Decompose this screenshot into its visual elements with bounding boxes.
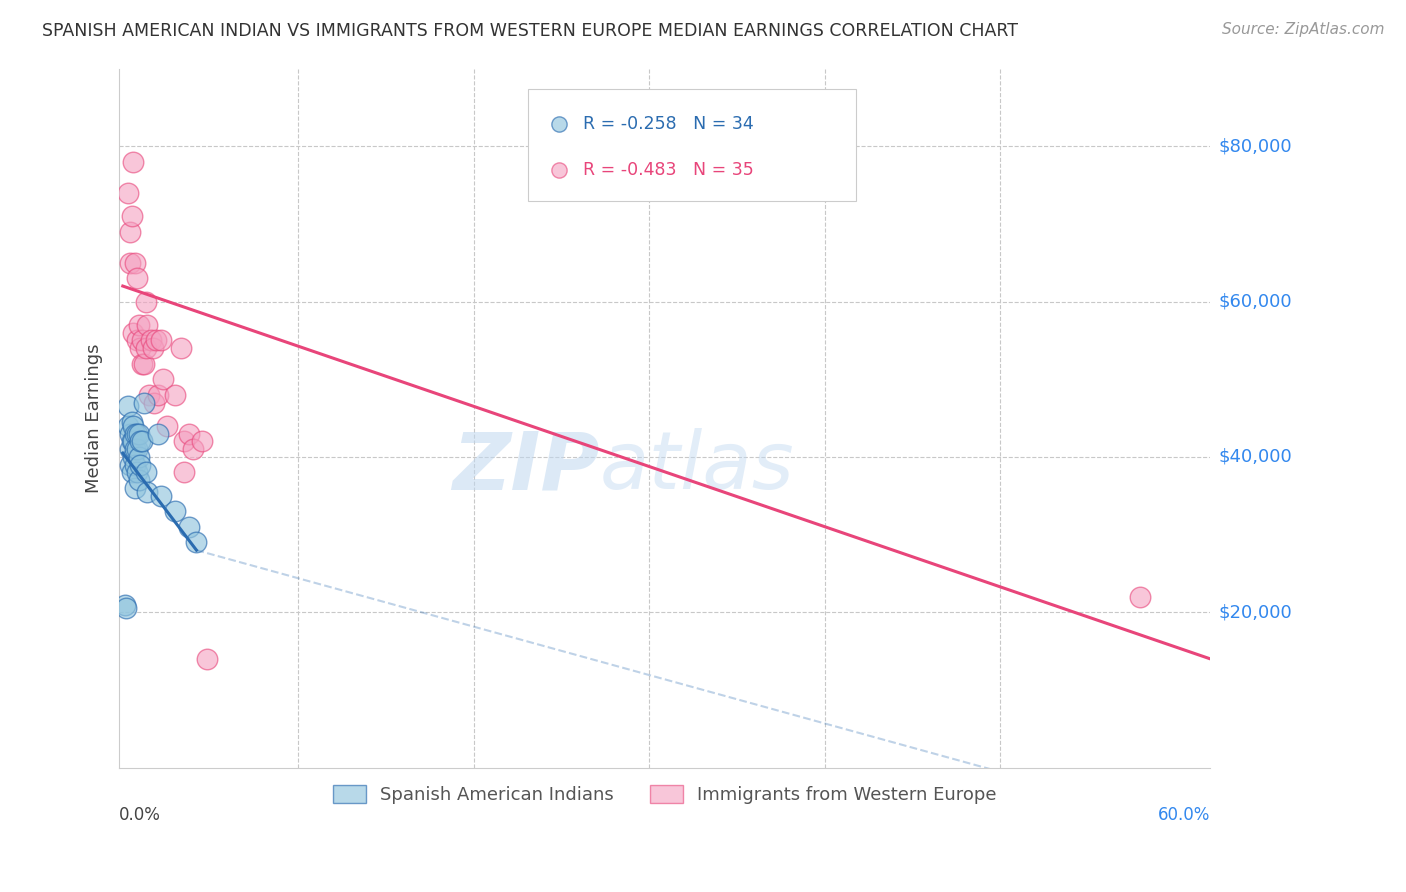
Point bbox=[152, 372, 174, 386]
Point bbox=[118, 442, 141, 457]
Point bbox=[135, 294, 157, 309]
Point bbox=[122, 326, 145, 340]
Point bbox=[125, 466, 148, 480]
Text: R = -0.483   N = 35: R = -0.483 N = 35 bbox=[583, 161, 754, 179]
Point bbox=[129, 341, 152, 355]
Point bbox=[156, 418, 179, 433]
Point bbox=[135, 341, 157, 355]
Point bbox=[131, 357, 153, 371]
Point bbox=[181, 442, 204, 457]
Point bbox=[150, 334, 173, 348]
Text: $80,000: $80,000 bbox=[1219, 137, 1292, 155]
Text: SPANISH AMERICAN INDIAN VS IMMIGRANTS FROM WESTERN EUROPE MEDIAN EARNINGS CORREL: SPANISH AMERICAN INDIAN VS IMMIGRANTS FR… bbox=[42, 22, 1018, 40]
Point bbox=[173, 466, 195, 480]
Point bbox=[142, 341, 165, 355]
Point bbox=[132, 395, 155, 409]
Text: ZIP: ZIP bbox=[453, 428, 599, 506]
Point bbox=[146, 388, 169, 402]
Point bbox=[121, 466, 143, 480]
Point bbox=[118, 426, 141, 441]
Point bbox=[179, 520, 201, 534]
Point bbox=[117, 186, 139, 200]
Point bbox=[150, 489, 173, 503]
Point bbox=[122, 154, 145, 169]
Point bbox=[125, 426, 148, 441]
Point bbox=[186, 535, 208, 549]
Point bbox=[145, 334, 167, 348]
Text: 60.0%: 60.0% bbox=[1159, 806, 1211, 824]
Point bbox=[135, 466, 157, 480]
Point bbox=[122, 450, 145, 464]
Point bbox=[121, 415, 143, 429]
Point bbox=[117, 418, 139, 433]
Text: $60,000: $60,000 bbox=[1219, 293, 1292, 310]
Point bbox=[118, 458, 141, 472]
Point bbox=[121, 434, 143, 449]
Point bbox=[118, 225, 141, 239]
Point bbox=[124, 426, 146, 441]
Point bbox=[124, 458, 146, 472]
Text: R = -0.258   N = 34: R = -0.258 N = 34 bbox=[583, 115, 754, 133]
Point bbox=[131, 434, 153, 449]
Point bbox=[121, 209, 143, 223]
Point bbox=[132, 357, 155, 371]
Point bbox=[195, 652, 218, 666]
Point bbox=[125, 271, 148, 285]
Legend: Spanish American Indians, Immigrants from Western Europe: Spanish American Indians, Immigrants fro… bbox=[326, 777, 1004, 811]
Point bbox=[117, 400, 139, 414]
Point bbox=[128, 426, 150, 441]
Point bbox=[125, 334, 148, 348]
Point bbox=[124, 442, 146, 457]
Point bbox=[143, 395, 166, 409]
Point bbox=[170, 341, 193, 355]
Point bbox=[115, 601, 138, 615]
Point bbox=[129, 458, 152, 472]
Point bbox=[131, 334, 153, 348]
Y-axis label: Median Earnings: Median Earnings bbox=[86, 343, 103, 493]
FancyBboxPatch shape bbox=[529, 89, 856, 202]
Point bbox=[1129, 590, 1152, 604]
Text: $20,000: $20,000 bbox=[1219, 603, 1292, 622]
Text: Source: ZipAtlas.com: Source: ZipAtlas.com bbox=[1222, 22, 1385, 37]
Point bbox=[190, 434, 212, 449]
Point bbox=[129, 434, 152, 449]
Text: atlas: atlas bbox=[599, 428, 794, 506]
Point bbox=[124, 256, 146, 270]
Point bbox=[173, 434, 195, 449]
Point bbox=[128, 473, 150, 487]
Point bbox=[139, 334, 162, 348]
Point bbox=[146, 426, 169, 441]
Point bbox=[128, 450, 150, 464]
Point bbox=[118, 256, 141, 270]
Point bbox=[114, 598, 136, 612]
Point bbox=[136, 484, 159, 499]
Point bbox=[179, 426, 201, 441]
Point bbox=[165, 388, 187, 402]
Point bbox=[125, 442, 148, 457]
Point bbox=[136, 318, 159, 332]
Point bbox=[128, 318, 150, 332]
Point bbox=[165, 504, 187, 518]
Point bbox=[124, 481, 146, 495]
Point bbox=[122, 418, 145, 433]
Point bbox=[122, 434, 145, 449]
Point bbox=[138, 388, 160, 402]
Text: 0.0%: 0.0% bbox=[120, 806, 162, 824]
Text: $40,000: $40,000 bbox=[1219, 448, 1292, 466]
